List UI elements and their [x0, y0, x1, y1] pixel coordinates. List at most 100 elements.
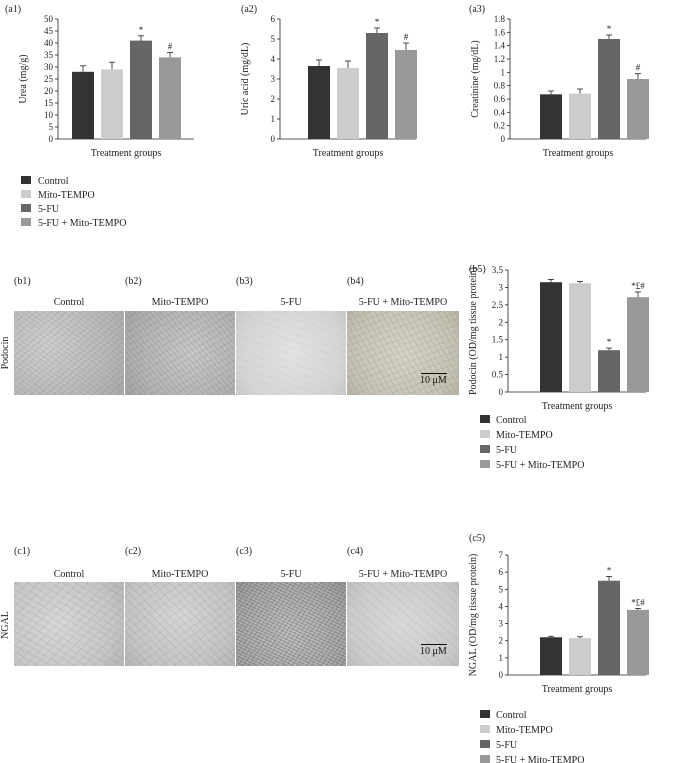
y-tick-label: 5 [49, 122, 54, 132]
y-tick-label: 1.4 [494, 41, 506, 51]
panel-label: (a2) [241, 4, 257, 15]
panel-label: (c5) [469, 533, 485, 544]
significance-mark: *£# [631, 281, 645, 291]
y-axis-label: NGAL (OD/mg tissue protein) [468, 554, 479, 677]
y-tick-label: 2 [499, 317, 504, 327]
panel-label-c2: (c2) [125, 546, 141, 557]
bar-5-fu [130, 40, 152, 139]
y-tick-label: 3 [499, 619, 504, 629]
panel-label-b1: (b1) [14, 276, 31, 287]
micro-title-b1: Control [54, 297, 85, 308]
y-tick-label: 15 [44, 98, 54, 108]
y-tick-label: 1.8 [494, 14, 506, 24]
chart-podocin: (b5) 0 0.5 1 1.5 2 2.5 3 3.5 * *£# Treatment groups… [468, 264, 649, 412]
y-tick-label: 30 [44, 62, 54, 72]
legend-label: Mito-TEMPO [496, 725, 553, 736]
scale-bar-label: 10 μM [420, 646, 447, 657]
y-tick-label: 0.4 [494, 107, 506, 117]
panel-label: (a3) [469, 4, 485, 15]
legend-label: 5-FU [496, 445, 518, 456]
bar-mito-tempo [569, 638, 591, 675]
bar-5-fu [598, 39, 620, 139]
y-tick-label: 7 [499, 550, 504, 560]
y-tick-label: 0 [499, 670, 504, 680]
x-axis-label: Treatment groups [313, 148, 384, 159]
y-tick-label: 1 [499, 653, 504, 663]
y-tick-label: 1 [501, 67, 506, 77]
bar-5-fu-mito-tempo [395, 50, 417, 139]
panel-label: (a1) [5, 4, 21, 15]
legend-swatch [21, 176, 31, 184]
significance-mark: # [168, 42, 173, 52]
y-tick-label: 3 [271, 74, 276, 84]
y-tick-label: 1.6 [494, 27, 506, 37]
legend-swatch [480, 415, 490, 423]
legend-swatch [480, 710, 490, 718]
micrograph-b1 [14, 311, 124, 395]
panel-label: (b5) [469, 264, 486, 275]
y-tick-label: 3 [499, 282, 504, 292]
y-tick-label: 35 [44, 50, 54, 60]
row-c-labels: (c1) (c2) (c3) (c4) Control Mito-TEMPO 5… [0, 546, 447, 639]
legend-swatch [480, 725, 490, 733]
legend-label: 5-FU [38, 204, 60, 215]
micro-title-c4: 5-FU + Mito-TEMPO [359, 569, 447, 580]
panel-label-b2: (b2) [125, 276, 142, 287]
y-tick-label: 0.5 [492, 370, 504, 380]
panel-label-c1: (c1) [14, 546, 30, 557]
chart-urea: (a1) 0 5 10 15 20 25 30 35 40 45 50 * # Treatment grou… [5, 4, 194, 159]
scale-bar-line [421, 373, 447, 374]
micrograph-c1 [14, 582, 124, 666]
bar-5-fu [598, 350, 620, 392]
significance-mark: * [375, 17, 380, 27]
bar-control [540, 282, 562, 392]
x-axis-label: Treatment groups [542, 401, 613, 412]
bar-5-fu-mito-tempo [159, 57, 181, 139]
panel-label-b4: (b4) [347, 276, 364, 287]
row-b-labels: (b1) (b2) (b3) (b4) Control Mito-TEMPO 5… [0, 276, 447, 369]
micrograph-b2 [125, 311, 235, 395]
y-tick-label: 0 [49, 134, 54, 144]
legend-swatch [21, 204, 31, 212]
legend-label: Mito-TEMPO [496, 430, 553, 441]
legend-swatch [480, 740, 490, 748]
bar-control [540, 94, 562, 139]
y-tick-label: 2 [271, 94, 276, 104]
bar-5-fu [598, 580, 620, 675]
micrograph-c2 [125, 582, 235, 666]
y-tick-label: 1 [271, 114, 276, 124]
legend-label: Mito-TEMPO [38, 190, 95, 201]
x-axis-label: Treatment groups [543, 148, 614, 159]
micro-title-b3: 5-FU [280, 297, 302, 308]
y-tick-label: 50 [44, 14, 54, 24]
micro-title-b4: 5-FU + Mito-TEMPO [359, 297, 447, 308]
bar-5-fu-mito-tempo [627, 79, 649, 139]
legend-label: 5-FU + Mito-TEMPO [496, 755, 584, 763]
bar-control [72, 71, 94, 139]
y-tick-label: 3.5 [492, 265, 504, 275]
bar-5-fu-mito-tempo [627, 297, 649, 392]
legend-swatch [480, 755, 490, 763]
significance-mark: # [404, 32, 409, 42]
micro-title-c2: Mito-TEMPO [152, 569, 209, 580]
scale-bar-label: 10 μM [420, 375, 447, 386]
bar-mito-tempo [101, 69, 123, 139]
y-tick-label: 1.2 [494, 54, 505, 64]
chart-ngal: (c5) 0 1 2 3 4 5 6 7 * *£# Treatment groups NGAL (OD… [468, 533, 649, 695]
legend-label: 5-FU [496, 740, 518, 751]
y-axis-label: Creatinine (mg/dL) [470, 40, 481, 117]
legend-swatch [21, 218, 31, 226]
y-tick-label: 5 [499, 584, 504, 594]
significance-mark: * [607, 337, 612, 347]
y-tick-label: 1 [499, 352, 504, 362]
micrograph-b3 [236, 311, 346, 395]
x-axis-label: Treatment groups [542, 684, 613, 695]
legend-label: Control [38, 176, 69, 187]
x-axis-label: Treatment groups [91, 148, 162, 159]
bar-5-fu-mito-tempo [627, 609, 649, 675]
y-axis-label: Uric acid (mg/dL) [240, 43, 251, 116]
legend-swatch [480, 445, 490, 453]
legend-c5: Control Mito-TEMPO 5-FU 5-FU + Mito-TEMP… [480, 710, 584, 763]
legend-label: Control [496, 710, 527, 721]
